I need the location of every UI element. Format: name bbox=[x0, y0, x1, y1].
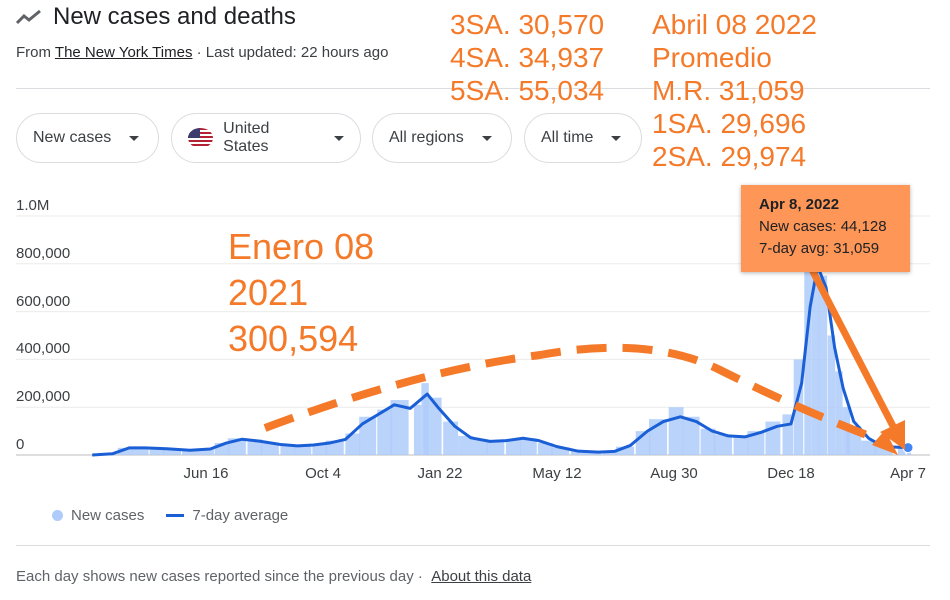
new-cases-bar bbox=[131, 447, 149, 455]
new-cases-bar bbox=[733, 435, 749, 455]
footer-text: Each day shows new cases reported since … bbox=[16, 568, 423, 585]
tooltip-avg: 7-day avg: 31,059 bbox=[759, 240, 880, 257]
new-cases-bar bbox=[377, 409, 393, 455]
time-dropdown[interactable]: All time bbox=[524, 113, 642, 163]
caret-down-icon bbox=[481, 135, 492, 141]
page-title: New cases and deaths bbox=[53, 3, 296, 30]
new-cases-bar bbox=[811, 216, 820, 455]
arrow-head-icon bbox=[880, 420, 905, 450]
subtitle: From The New York Times · Last updated: … bbox=[16, 44, 388, 61]
chart-tooltip: Apr 8, 2022 New cases: 44,128 7-day avg: 3… bbox=[741, 185, 910, 272]
trend-icon bbox=[16, 9, 41, 25]
tooltip-new-cases: New cases: 44,128 bbox=[759, 218, 887, 235]
arrow-head-icon bbox=[872, 430, 898, 455]
footer: Each day shows new cases reported since … bbox=[16, 568, 531, 585]
new-cases-bar bbox=[616, 446, 635, 455]
new-cases-bar bbox=[827, 335, 836, 455]
new-cases-bar bbox=[835, 371, 843, 455]
x-tick-label: Oct 4 bbox=[305, 465, 341, 482]
new-cases-bar bbox=[345, 433, 361, 455]
region-dropdown[interactable]: All regions bbox=[372, 113, 512, 163]
x-tick-label: Aug 30 bbox=[650, 465, 698, 482]
legend-line-icon bbox=[166, 514, 185, 517]
caret-down-icon bbox=[611, 135, 622, 141]
y-tick-label: 400,000 bbox=[16, 340, 71, 358]
new-cases-bar bbox=[458, 435, 473, 455]
source-prefix: From bbox=[16, 44, 51, 61]
y-tick-label: 200,000 bbox=[16, 388, 71, 406]
new-cases-bar bbox=[602, 451, 618, 455]
annotation-peak: Enero 08 2021 300,594 bbox=[228, 226, 375, 359]
new-cases-bar bbox=[747, 431, 765, 455]
annotation-summary: Abril 08 2022 Promedio M.R. 31,059 1SA. 29,… bbox=[652, 9, 818, 172]
new-cases-bar bbox=[486, 441, 505, 455]
new-cases-bar bbox=[423, 397, 442, 455]
x-tick-label: Apr 7 bbox=[890, 465, 926, 482]
y-tick-label: 1.0M bbox=[16, 197, 50, 214]
new-cases-bar bbox=[280, 444, 296, 455]
about-data-link[interactable]: About this data bbox=[431, 568, 532, 585]
new-cases-bar bbox=[537, 443, 553, 455]
y-tick-label: 800,000 bbox=[16, 244, 71, 262]
time-label: All time bbox=[541, 129, 594, 146]
x-tick-label: Jun 16 bbox=[183, 465, 229, 482]
legend-avg: 7-day average bbox=[192, 507, 289, 524]
arrow-line bbox=[804, 260, 899, 432]
new-cases-bar bbox=[505, 439, 521, 455]
new-cases-bar bbox=[359, 416, 377, 455]
new-cases-bar bbox=[260, 443, 279, 455]
metric-label: New cases bbox=[33, 129, 112, 146]
new-cases-bar bbox=[162, 449, 182, 455]
cases-chart[interactable] bbox=[0, 0, 950, 500]
new-cases-bar bbox=[117, 447, 133, 455]
new-cases-bar bbox=[472, 439, 488, 455]
new-cases-bar bbox=[519, 438, 537, 455]
seven-day-average-line bbox=[92, 264, 909, 457]
new-cases-bar bbox=[818, 275, 828, 455]
y-tick-label: 600,000 bbox=[16, 292, 71, 310]
new-cases-bar bbox=[861, 440, 877, 455]
divider bbox=[16, 545, 930, 546]
metric-dropdown[interactable]: New cases bbox=[16, 113, 159, 163]
legend-cases: New cases bbox=[71, 507, 145, 524]
legend-dot-icon bbox=[52, 510, 63, 521]
new-cases-bar bbox=[247, 439, 263, 455]
new-cases-bar bbox=[413, 404, 422, 455]
new-cases-bar bbox=[713, 434, 732, 455]
new-cases-bar bbox=[312, 444, 328, 455]
source-link[interactable]: The New York Times bbox=[54, 44, 193, 61]
new-cases-bar bbox=[804, 239, 812, 455]
annotation-weeks: 3SA. 30,570 4SA. 34,937 5SA. 55,034 bbox=[450, 9, 605, 106]
x-tick-label: Jan 22 bbox=[417, 465, 463, 482]
new-cases-bar bbox=[700, 428, 716, 455]
new-cases-bar bbox=[668, 407, 684, 455]
new-cases-bar bbox=[198, 449, 214, 455]
new-cases-bar bbox=[149, 447, 165, 455]
y-tick-label: 0 bbox=[16, 436, 25, 453]
new-cases-bar bbox=[294, 445, 312, 455]
divider bbox=[16, 88, 930, 89]
tooltip-date: Apr 8, 2022 bbox=[759, 196, 840, 213]
country-dropdown[interactable]: United States bbox=[171, 113, 361, 163]
new-cases-bar bbox=[551, 447, 570, 455]
caret-down-icon bbox=[334, 135, 344, 141]
new-cases-bar bbox=[182, 449, 199, 455]
us-flag-icon bbox=[188, 128, 214, 148]
new-cases-bar bbox=[874, 446, 893, 455]
country-label: United States bbox=[223, 120, 270, 155]
new-cases-bar bbox=[682, 416, 700, 455]
region-label: All regions bbox=[389, 129, 464, 146]
new-cases-bar bbox=[443, 421, 459, 455]
new-cases-bar bbox=[390, 400, 409, 455]
new-cases-bar bbox=[782, 414, 794, 455]
legend: New cases 7-day average bbox=[52, 507, 288, 524]
new-cases-bar bbox=[570, 450, 586, 455]
new-cases-bar bbox=[214, 443, 230, 455]
caret-down-icon bbox=[129, 135, 140, 141]
new-cases-bar bbox=[897, 447, 906, 455]
new-cases-bar bbox=[584, 452, 602, 455]
x-tick-label: Dec 18 bbox=[767, 465, 815, 482]
last-updated: · Last updated: 22 hours ago bbox=[196, 44, 389, 61]
x-tick-label: May 12 bbox=[532, 465, 582, 482]
